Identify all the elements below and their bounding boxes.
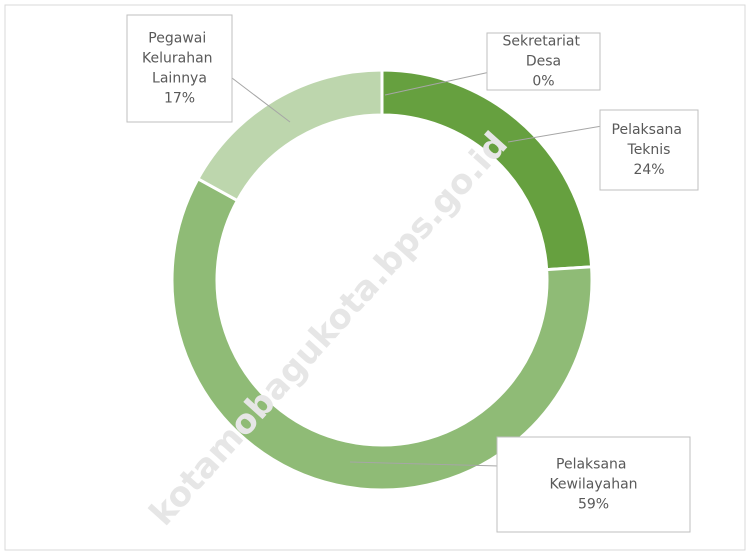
donut-segment <box>170 176 594 492</box>
value-label: 59% <box>578 497 609 513</box>
category-label: Pelaksana Teknis <box>612 122 687 158</box>
value-label: 0% <box>532 74 554 90</box>
leader-line <box>507 125 603 143</box>
callout-box <box>126 14 233 123</box>
leader-line <box>231 77 291 123</box>
callout-box <box>599 109 699 191</box>
callout-box <box>496 436 691 533</box>
value-label: 17% <box>164 91 195 107</box>
donut-segment <box>195 68 384 203</box>
leader-line <box>349 461 500 467</box>
value-label: 24% <box>633 162 664 178</box>
callout-box <box>486 32 601 91</box>
category-label: Pelaksana Kewilayahan <box>549 457 637 493</box>
category-label: Sekretariat Desa <box>503 34 585 70</box>
category-label: Pegawai Kelurahan Lainnya <box>142 31 217 87</box>
leader-line <box>384 71 491 96</box>
